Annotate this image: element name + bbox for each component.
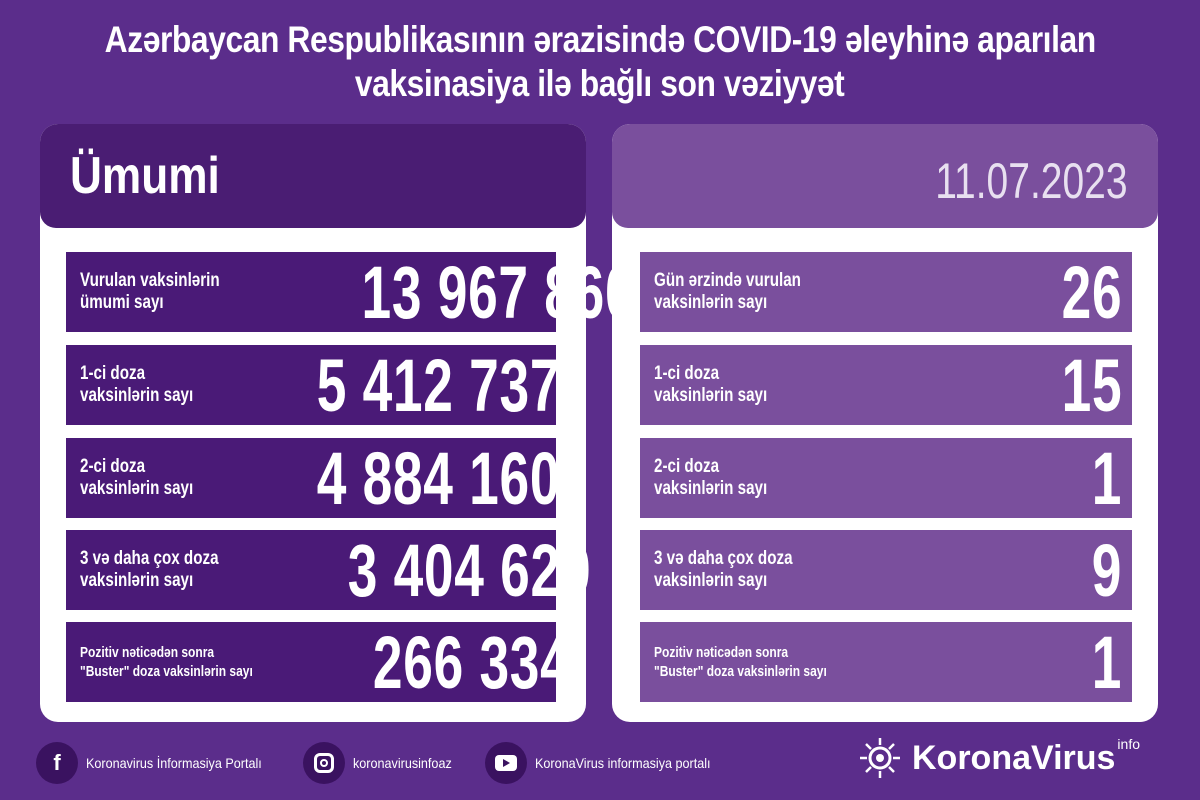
koronavirus-logo: KoronaVirus info [858,736,1140,780]
instagram-icon [303,742,346,784]
stat-row: 3 və daha çox doza vaksinlərin sayı 9 [640,528,1132,612]
stat-label: 3 və daha çox doza vaksinlərin sayı [654,548,793,591]
stat-label: 2-ci doza vaksinlərin sayı [654,456,768,499]
facebook-icon: f [36,742,78,784]
stat-label: 1-ci doza vaksinlərin sayı [80,363,194,406]
title-line-1: Azərbaycan Respublikasının ərazisində CO… [104,19,1096,60]
total-header: Ümumi [40,124,586,228]
instagram-link[interactable]: koronavirusinfoaz [303,742,463,784]
title-line-2: vaksinasiya ilə bağlı son vəziyyət [355,63,845,104]
stat-value: 13 967 860 [361,250,635,334]
stat-label: Gün ərzində vurulan vaksinlərin sayı [654,270,801,313]
date-label: 11.07.2023 [935,153,1128,209]
stat-label: 2-ci doza vaksinlərin sayı [80,456,194,499]
stat-label: Pozitiv nəticədən sonra "Buster" doza vak… [80,644,253,680]
stat-value: 15 [1061,343,1122,427]
date-header: 11.07.2023 [612,124,1158,228]
stat-label: Pozitiv nəticədən sonra "Buster" doza vak… [654,644,827,680]
stat-row: Vurulan vaksinlərin ümumi sayı 13 967 860 [66,251,634,334]
facebook-link[interactable]: f Koronavirus İnformasiya Portalı [36,742,281,784]
stat-row: Pozitiv nəticədən sonra "Buster" doza vak… [640,620,1132,704]
youtube-icon [485,742,528,784]
total-header-label: Ümumi [70,147,220,205]
stat-value: 9 [1091,528,1122,612]
stat-value: 5 412 737 [316,343,560,427]
page-title: Azərbaycan Respublikasının ərazisində CO… [0,18,1200,106]
stat-row: Gün ərzində vurulan vaksinlərin sayı 26 [640,250,1132,334]
stat-row: 2-ci doza vaksinlərin sayı 4 884 160 [66,437,559,520]
stat-value: 1 [1091,436,1122,520]
stat-row: 2-ci doza vaksinlərin sayı 1 [640,436,1132,520]
stat-label: 1-ci doza vaksinlərin sayı [654,363,768,406]
stat-row: 3 və daha çox doza vaksinlərin sayı 3 404 … [66,529,591,612]
stat-label: 3 və daha çox doza vaksinlərin sayı [80,548,219,591]
stat-value: 266 334 [372,620,571,704]
stat-label: Vurulan vaksinlərin ümumi sayı [80,270,220,313]
stat-value: 3 404 629 [347,528,592,612]
youtube-link[interactable]: KoronaVirus informasiya portalı [485,742,730,784]
stat-value: 1 [1091,620,1122,704]
stat-row: 1-ci doza vaksinlərin sayı 5 412 737 [66,344,559,427]
virus-logo-icon [860,738,900,778]
stat-value: 26 [1061,250,1122,334]
stat-row: 1-ci doza vaksinlərin sayı 15 [640,343,1132,427]
footer: f Koronavirus İnformasiya Portalı koronav… [36,736,1160,786]
stat-value: 4 884 160 [316,436,560,520]
daily-panel: 11.07.2023 Gün ərzində vurulan vaksinləri… [612,124,1158,722]
stat-row: Pozitiv nəticədən sonra "Buster" doza vak… [66,621,570,704]
total-panel: Ümumi Vurulan vaksinlərin ümumi sayı 13 96… [40,124,634,722]
